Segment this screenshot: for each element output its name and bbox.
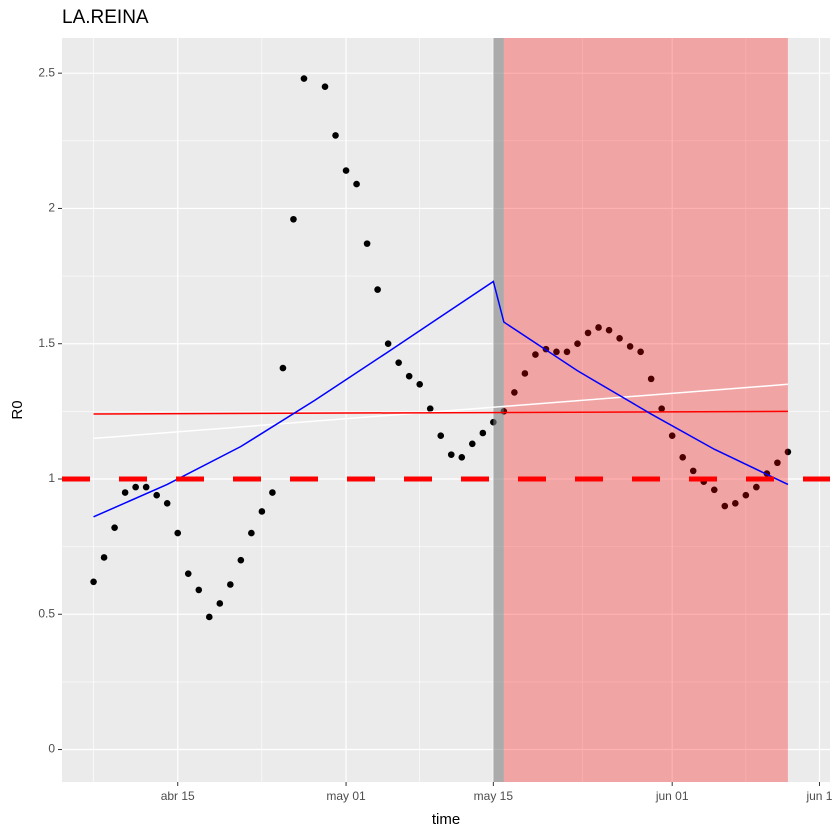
point — [332, 132, 339, 139]
point — [216, 600, 224, 607]
point — [195, 586, 203, 594]
point — [121, 489, 129, 496]
point — [742, 491, 750, 499]
point — [479, 429, 487, 437]
point — [395, 359, 402, 366]
point — [227, 581, 234, 588]
point — [637, 348, 644, 356]
point — [458, 454, 466, 461]
y-tick-label: 1 — [48, 471, 55, 485]
point — [626, 343, 634, 350]
y-tick-label: 1.5 — [38, 336, 55, 350]
point — [595, 324, 602, 331]
point — [437, 432, 445, 440]
point — [321, 83, 329, 90]
point — [721, 502, 729, 510]
point — [732, 500, 739, 507]
point — [553, 348, 560, 356]
y-tick-label: 2 — [48, 201, 55, 215]
point — [753, 483, 760, 491]
point — [279, 364, 287, 372]
point — [647, 375, 655, 383]
trend-line — [93, 383, 788, 440]
point — [405, 372, 413, 380]
point — [374, 286, 381, 293]
y-tick-label: 0 — [48, 742, 55, 756]
point — [300, 75, 308, 82]
trend-line — [93, 280, 789, 518]
point — [353, 180, 360, 188]
x-tick-label: may 15 — [474, 789, 514, 803]
point — [511, 389, 518, 396]
chart-title: LA.REINA — [62, 7, 149, 28]
point — [679, 454, 687, 461]
point — [584, 329, 592, 337]
point — [563, 348, 571, 356]
x-tick-label: jun 1 — [805, 789, 832, 803]
point — [153, 491, 160, 499]
x-tick-label: may 01 — [326, 789, 366, 803]
point — [363, 240, 371, 247]
point — [342, 167, 350, 174]
point — [100, 554, 108, 561]
point — [784, 448, 792, 456]
point — [574, 340, 581, 348]
point — [142, 483, 150, 491]
y-axis-label: R0 — [9, 400, 26, 419]
point — [532, 351, 539, 358]
point — [605, 326, 613, 334]
point — [258, 508, 266, 515]
point — [469, 440, 476, 448]
point — [521, 370, 529, 377]
point — [132, 483, 139, 491]
x-axis-label: time — [432, 811, 460, 828]
x-tick-label: jun 01 — [655, 789, 689, 803]
point — [689, 467, 697, 475]
y-tick-label: 0.5 — [38, 606, 55, 620]
point — [184, 570, 192, 577]
shaded-period — [493, 38, 504, 782]
y-tick-label: 2.5 — [38, 65, 55, 79]
shaded-period — [503, 38, 788, 782]
point — [174, 529, 182, 537]
point — [710, 486, 718, 494]
point — [290, 215, 297, 223]
point — [269, 489, 276, 496]
point — [205, 613, 213, 621]
point — [426, 405, 434, 412]
point — [111, 524, 118, 531]
x-tick-label: abr 15 — [161, 789, 195, 803]
point — [658, 405, 665, 412]
point — [90, 578, 97, 586]
trend-line — [93, 410, 788, 415]
point — [416, 380, 423, 388]
point — [616, 335, 623, 342]
point — [163, 500, 171, 507]
point — [774, 459, 781, 467]
point — [248, 529, 255, 537]
panel-background — [62, 38, 830, 782]
point — [384, 340, 392, 348]
point — [447, 451, 455, 458]
point — [668, 432, 676, 440]
point — [237, 556, 245, 564]
